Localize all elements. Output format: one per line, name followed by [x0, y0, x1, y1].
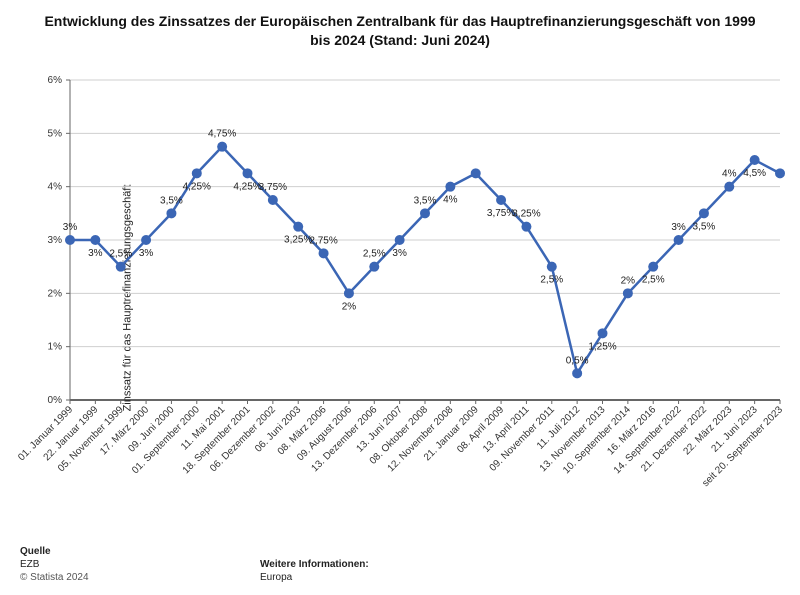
svg-text:3%: 3%: [48, 235, 63, 246]
more-info-label: Weitere Informationen:: [260, 559, 369, 570]
svg-text:2,5%: 2,5%: [363, 249, 386, 260]
source-label: Quelle: [20, 546, 89, 557]
copyright: © Statista 2024: [20, 572, 89, 583]
svg-text:4,25%: 4,25%: [183, 181, 211, 192]
svg-text:2%: 2%: [48, 288, 63, 299]
svg-text:3,5%: 3,5%: [160, 195, 183, 206]
svg-text:4%: 4%: [722, 169, 737, 180]
source-value: EZB: [20, 559, 89, 570]
svg-text:2%: 2%: [342, 301, 357, 312]
chart-title: Entwicklung des Zinssatzes der Europäisc…: [0, 0, 800, 54]
chart-area: 0%1%2%3%4%5%6%01. Januar 199922. Januar …: [0, 60, 800, 535]
svg-text:3%: 3%: [139, 248, 154, 259]
svg-text:4,5%: 4,5%: [743, 168, 766, 179]
svg-text:3,25%: 3,25%: [284, 235, 312, 246]
svg-text:5%: 5%: [48, 128, 63, 139]
svg-text:2,5%: 2,5%: [642, 275, 665, 286]
svg-text:3%: 3%: [63, 222, 78, 233]
svg-text:0%: 0%: [48, 395, 63, 406]
svg-text:4%: 4%: [443, 195, 458, 206]
svg-text:0,5%: 0,5%: [566, 355, 589, 366]
svg-text:4,75%: 4,75%: [208, 129, 236, 140]
footer-source: Quelle EZB © Statista 2024: [20, 546, 89, 583]
svg-text:3%: 3%: [88, 248, 103, 259]
svg-text:3,25%: 3,25%: [512, 209, 540, 220]
svg-text:4%: 4%: [48, 182, 63, 193]
line-chart: 0%1%2%3%4%5%6%01. Januar 199922. Januar …: [0, 60, 800, 535]
svg-text:6%: 6%: [48, 75, 63, 86]
svg-text:4,25%: 4,25%: [233, 181, 261, 192]
svg-text:2,5%: 2,5%: [540, 275, 563, 286]
svg-text:3%: 3%: [671, 222, 686, 233]
svg-text:3,5%: 3,5%: [693, 221, 716, 232]
svg-text:1%: 1%: [48, 342, 63, 353]
svg-text:3,5%: 3,5%: [414, 195, 437, 206]
svg-text:2,5%: 2,5%: [109, 249, 132, 260]
more-info-value: Europa: [260, 572, 369, 583]
svg-text:3,75%: 3,75%: [259, 182, 287, 193]
svg-text:3%: 3%: [392, 248, 407, 259]
svg-text:3,75%: 3,75%: [487, 208, 515, 219]
svg-text:1,25%: 1,25%: [588, 341, 616, 352]
footer-more-info: Weitere Informationen: Europa: [260, 559, 369, 583]
svg-text:2,75%: 2,75%: [309, 235, 337, 246]
svg-text:2%: 2%: [621, 275, 636, 286]
